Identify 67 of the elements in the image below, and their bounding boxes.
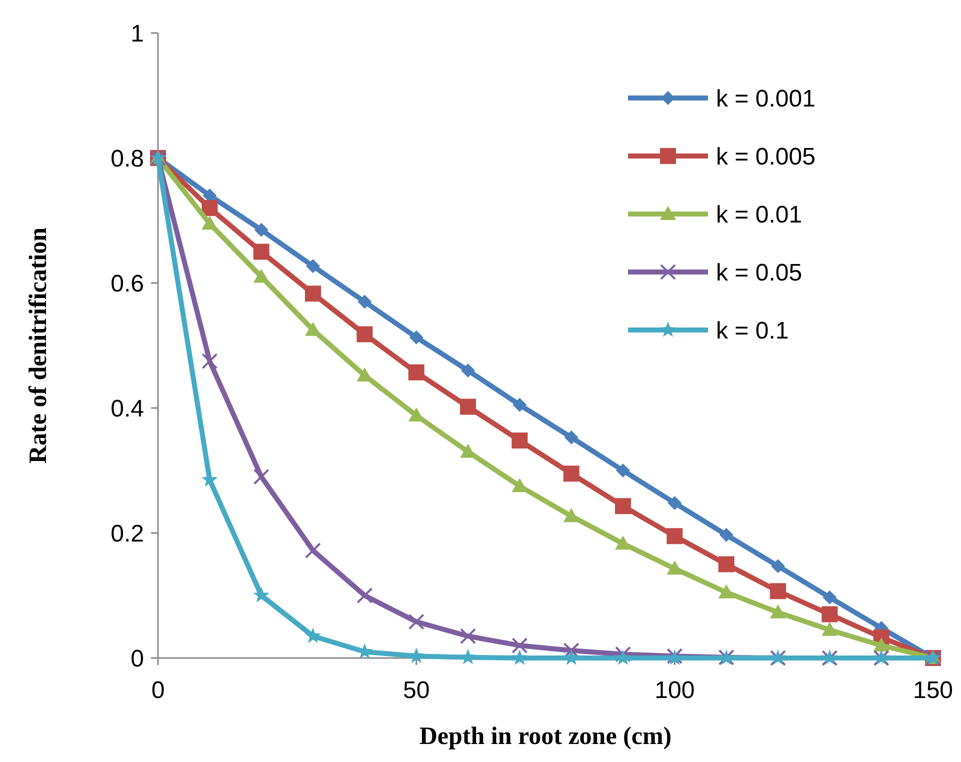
point	[408, 648, 424, 663]
point	[822, 590, 837, 604]
point	[718, 584, 734, 598]
point	[305, 286, 321, 302]
point	[512, 638, 528, 654]
point	[666, 528, 683, 544]
point	[254, 222, 268, 237]
x-tick-label: 50	[402, 677, 430, 704]
point	[305, 322, 321, 336]
point	[460, 628, 476, 644]
x-axis-title: Depth in root zone (cm)	[419, 723, 672, 750]
point	[305, 542, 321, 558]
point	[563, 650, 580, 665]
y-tick-label: 0.8	[110, 145, 144, 172]
point	[408, 364, 424, 380]
y-tick-label: 0.2	[110, 520, 144, 548]
point	[202, 353, 218, 370]
point	[512, 650, 528, 665]
point	[306, 259, 320, 274]
point	[358, 294, 372, 309]
point	[564, 430, 578, 444]
point	[668, 496, 682, 510]
point	[512, 432, 528, 448]
point	[460, 398, 476, 415]
legend-label: k = 0.01	[716, 201, 802, 228]
x-tick-label: 150	[912, 677, 954, 704]
point	[615, 498, 631, 514]
point	[356, 326, 373, 342]
point	[563, 466, 580, 482]
point	[253, 268, 270, 283]
legend-label: k = 0.001	[716, 85, 816, 112]
point	[461, 364, 475, 378]
point	[616, 464, 630, 478]
y-axis-title: Rate of denitrification	[25, 227, 52, 464]
point	[409, 330, 424, 344]
x-tick-label: 0	[151, 677, 165, 704]
x-tick-label: 100	[654, 677, 695, 704]
point	[408, 614, 424, 630]
point	[718, 556, 734, 572]
y-tick-label: 0.6	[110, 270, 144, 298]
point	[304, 628, 322, 643]
legend-label: k = 0.05	[716, 259, 802, 286]
point	[202, 216, 218, 230]
point	[615, 646, 631, 662]
point	[666, 560, 683, 575]
point	[202, 200, 218, 216]
point	[615, 536, 631, 550]
point	[770, 604, 786, 618]
y-tick-label: 0.4	[110, 395, 144, 422]
point	[253, 244, 270, 260]
point	[563, 508, 580, 522]
point	[460, 648, 476, 664]
point	[771, 559, 785, 574]
legend-label: k = 0.005	[716, 143, 816, 170]
point	[253, 468, 270, 485]
point	[253, 587, 270, 602]
point	[512, 398, 527, 412]
point	[822, 622, 838, 636]
point	[614, 650, 632, 665]
point	[770, 583, 786, 600]
y-tick-label: 0	[130, 645, 144, 672]
point	[719, 528, 734, 542]
point	[873, 638, 890, 652]
legend-label: k = 0.1	[716, 317, 789, 344]
point	[822, 606, 838, 622]
point	[356, 588, 373, 604]
y-tick-label: 1	[130, 20, 144, 48]
